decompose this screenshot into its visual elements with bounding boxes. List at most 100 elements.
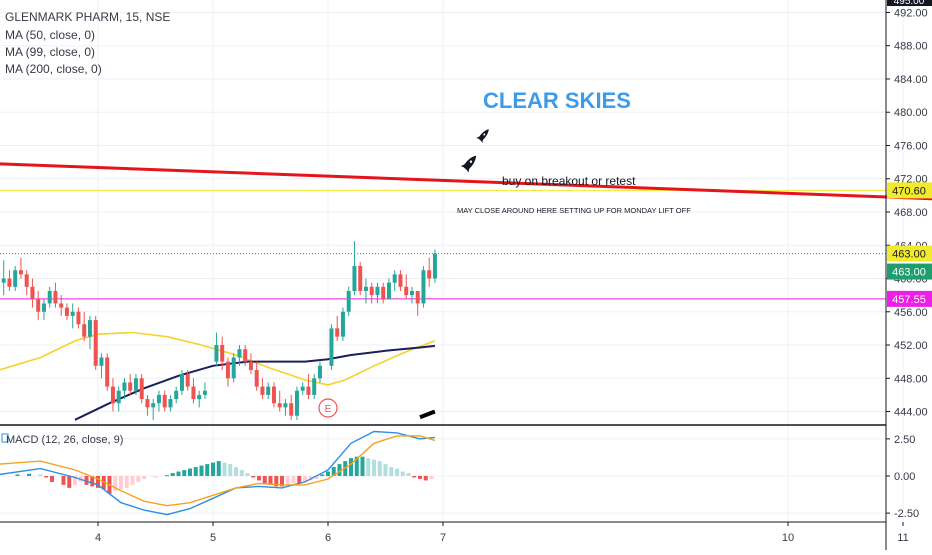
candle-body	[18, 270, 23, 275]
candle-body	[294, 390, 299, 416]
macd-histogram-bar	[262, 475, 267, 484]
resistance-price-badge-bg	[887, 182, 932, 199]
candle-body	[185, 374, 190, 387]
macd-histogram-bar	[234, 467, 238, 476]
candle-body	[7, 278, 12, 287]
macd-histogram-bar	[268, 475, 273, 485]
macd-histogram-bar	[412, 475, 417, 478]
macd-signal-line	[0, 435, 436, 507]
candle-body	[340, 311, 345, 337]
note-annotation: buy on breakout or retest	[502, 174, 636, 188]
candle-body	[168, 399, 173, 408]
ma50-line	[0, 331, 436, 386]
price-tick-label: 492.00	[894, 7, 928, 19]
price-tick-label: 452.00	[894, 340, 928, 352]
legend-title: GLENMARK PHARM, 15, NSE	[5, 10, 170, 24]
candle-body	[352, 266, 357, 291]
price-tick-label: 480.00	[894, 107, 928, 119]
candle-body	[358, 266, 363, 291]
macd-histogram-bar	[67, 475, 72, 488]
macd-histogram-bar	[360, 456, 365, 476]
legend-ma50: MA (50, close, 0)	[5, 28, 95, 42]
macd-histogram-bar	[251, 475, 256, 478]
candle-body	[105, 357, 110, 387]
macd-histogram-bar	[280, 475, 284, 487]
candle-body	[381, 286, 386, 300]
macd-histogram-bar	[228, 464, 233, 476]
macd-histogram-bar	[366, 458, 371, 476]
ma99-line	[74, 344, 436, 421]
candle-body	[53, 290, 58, 304]
trend-line[interactable]	[0, 162, 932, 206]
candle-body	[64, 307, 69, 316]
macd-histogram-bar	[257, 475, 261, 481]
macd-histogram-bar	[84, 475, 89, 485]
macd-histogram-bar	[119, 475, 123, 490]
price-tick-label: 484.00	[894, 74, 928, 86]
macd-histogram-bar	[136, 475, 141, 482]
candle-body	[156, 394, 161, 404]
macd-histogram-bar	[291, 475, 296, 484]
candle-body	[13, 270, 18, 287]
macd-histogram-bar	[90, 475, 95, 487]
time-tick-label: 11	[897, 532, 908, 544]
candle-body	[386, 282, 391, 300]
macd-histogram-bar	[182, 470, 187, 476]
macd-histogram-bar	[38, 474, 43, 476]
price-tick-label: 456.00	[894, 307, 928, 319]
legend-ma200: MA (200, close, 0)	[5, 62, 102, 76]
macd-histogram-bar	[216, 461, 221, 476]
macd-histogram-bar	[400, 471, 405, 476]
macd-histogram-bar	[124, 475, 129, 488]
candle-body	[421, 270, 426, 304]
ma200-line	[419, 409, 436, 420]
macd-histogram-bar	[377, 461, 382, 476]
candle-body	[427, 270, 432, 279]
candle-body	[59, 303, 64, 308]
macd-histogram-bar	[303, 475, 307, 482]
macd-histogram-bar	[349, 458, 353, 476]
candle-body	[220, 345, 225, 362]
candle-body	[116, 390, 121, 404]
macd-histogram-bar	[354, 456, 359, 476]
macd-histogram-bar	[170, 473, 175, 476]
candle-body	[1, 278, 6, 283]
rocket-icon	[460, 155, 477, 173]
candle-body	[369, 286, 374, 296]
price-tick-label: 476.00	[894, 140, 928, 152]
candle-body	[254, 369, 259, 387]
candle-body	[47, 290, 52, 304]
price-tick-label: 468.00	[894, 207, 928, 219]
candle-body	[128, 382, 133, 391]
earnings-marker[interactable]: E	[318, 398, 338, 418]
candle-body	[179, 374, 184, 391]
macd-histogram-bar	[113, 475, 118, 491]
macd-label-text: MACD (12, 26, close, 9)	[6, 434, 123, 446]
candle-body	[312, 378, 317, 395]
candle-body	[283, 403, 288, 408]
candle-body	[392, 274, 397, 283]
top-price-badge-bg	[887, 0, 932, 6]
candle-body	[151, 403, 156, 408]
macd-histogram-bar	[27, 473, 31, 476]
candle-body	[197, 394, 202, 400]
candle-body	[82, 324, 87, 337]
macd-histogram-bar	[211, 462, 215, 476]
time-tick-label: 5	[210, 532, 216, 544]
candle-body	[415, 290, 420, 304]
candle-body	[24, 274, 29, 287]
candle-body	[30, 286, 35, 300]
rocket-icon	[476, 129, 489, 144]
earnings-marker-label: E	[325, 404, 332, 415]
candle-body	[225, 361, 230, 379]
candle-body	[289, 403, 294, 416]
macd-histogram-bar	[337, 464, 342, 476]
macd-histogram-bar	[193, 467, 198, 476]
candle-body	[41, 303, 46, 312]
price-tick-label: 444.00	[894, 407, 928, 419]
macd-histogram-bar	[142, 475, 146, 479]
macd-histogram-bar	[372, 459, 376, 476]
macd-histogram-bar	[274, 475, 279, 487]
top-price-badge: 495.00	[894, 0, 925, 7]
